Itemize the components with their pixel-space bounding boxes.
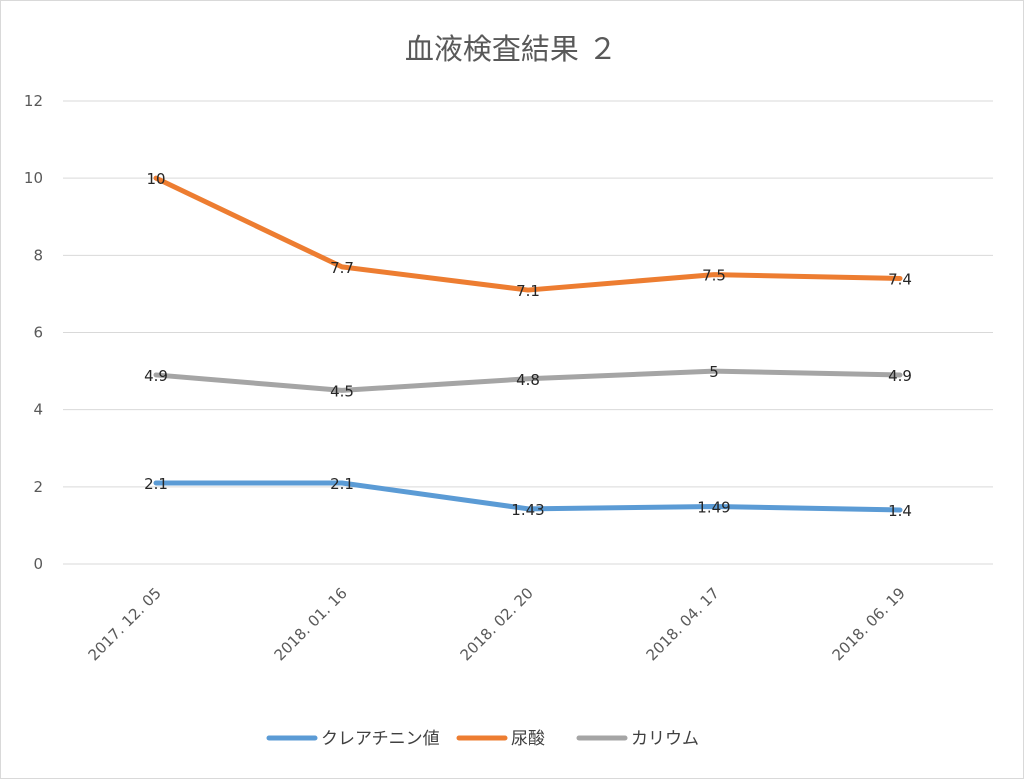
chart-title: 血液検査結果 ２	[405, 32, 617, 66]
x-axis-ticks: 2017. 12. 05 2018. 01. 16 2018. 02. 20 2018…	[85, 584, 909, 664]
data-label: 10	[146, 170, 165, 188]
data-label: 1.4	[888, 502, 912, 520]
legend-label: カリウム	[631, 729, 699, 749]
y-tick-label: 2	[33, 478, 43, 496]
y-tick-label: 8	[33, 246, 43, 264]
y-tick-label: 6	[33, 324, 43, 342]
data-label: 2.1	[330, 475, 354, 493]
data-label: 7.7	[330, 259, 354, 277]
data-label: 4.9	[144, 367, 168, 385]
series-line-3	[153, 368, 903, 393]
x-tick-label: 2018. 01. 16	[271, 584, 351, 664]
data-label: 1.49	[697, 499, 730, 517]
data-label: 4.8	[516, 371, 540, 389]
y-tick-label: 4	[33, 401, 43, 419]
legend: クレアチニン値 尿酸 カリウム	[266, 729, 699, 749]
series-line-2	[153, 175, 903, 293]
series-line-1	[153, 480, 903, 513]
x-tick-label: 2018. 02. 20	[457, 584, 537, 664]
gridlines	[63, 100, 993, 565]
data-labels: 2.1 2.1 1.43 1.49 1.4 10 7.7 7.1 7.5 7.4 4.9 4.5 4.8…	[144, 170, 912, 520]
data-label: 2.1	[144, 475, 168, 493]
legend-label: 尿酸	[511, 729, 545, 749]
data-label: 7.4	[888, 270, 912, 288]
series-lines	[153, 175, 903, 513]
x-tick-label: 2018. 04. 17	[643, 584, 723, 664]
y-tick-label: 12	[24, 92, 43, 110]
x-tick-label: 2018. 06. 19	[829, 584, 909, 664]
y-tick-label: 0	[33, 555, 43, 573]
data-label: 1.43	[511, 501, 544, 519]
y-axis-ticks: 0 2 4 6 8 10 12	[24, 92, 43, 573]
data-label: 5	[709, 363, 719, 381]
x-tick-label: 2017. 12. 05	[85, 584, 165, 664]
data-label: 4.5	[330, 382, 354, 400]
legend-label: クレアチニン値	[321, 729, 440, 749]
data-label: 7.1	[516, 282, 540, 300]
y-tick-label: 10	[24, 169, 43, 187]
data-label: 7.5	[702, 267, 726, 285]
data-label: 4.9	[888, 367, 912, 385]
